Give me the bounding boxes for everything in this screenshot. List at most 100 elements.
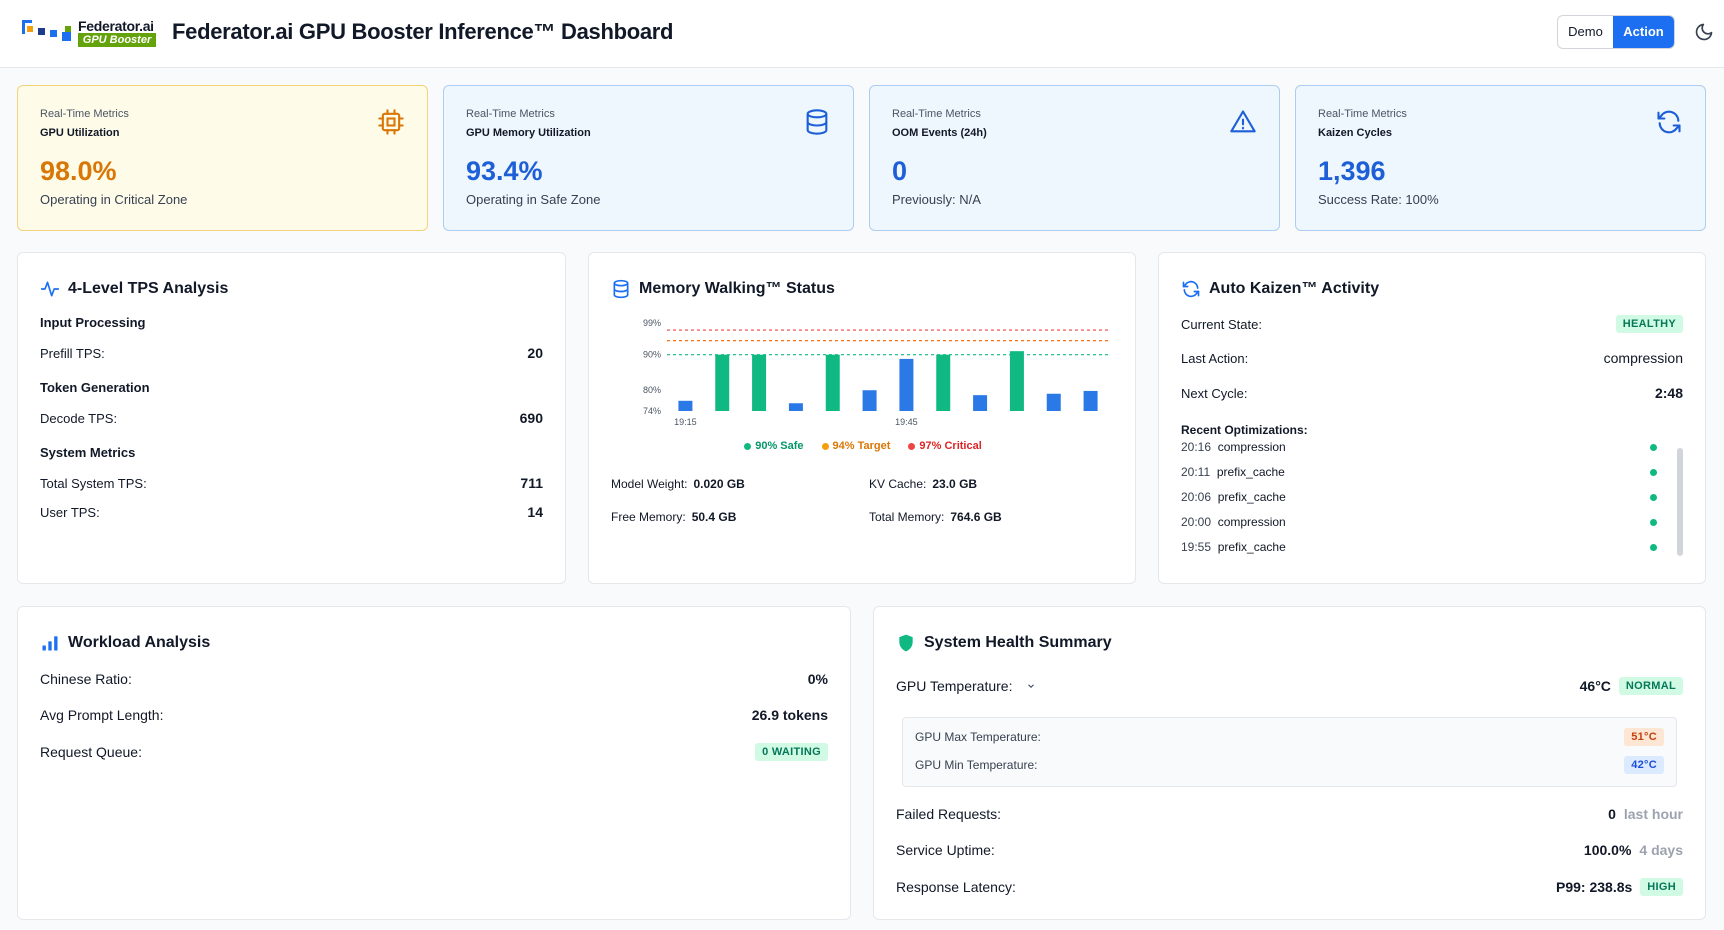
total-memory-label: Total Memory:: [869, 510, 945, 524]
metric-name: Kaizen Cycles: [1318, 127, 1392, 139]
request-queue-row: Request Queue: 0 WAITING: [40, 743, 828, 761]
legend-safe-label: 90% Safe: [755, 440, 804, 452]
demo-mode-button[interactable]: Demo: [1568, 24, 1603, 39]
metric-value: 98.0%: [40, 156, 117, 186]
failed-requests-row: Failed Requests: 0 last hour: [896, 806, 1683, 822]
memory-bar-chart: 99% 90% 80% 74% 19:15 19:45: [643, 318, 1109, 427]
legend-dot: [821, 442, 829, 450]
scrollbar-thumb[interactable]: [1677, 448, 1683, 556]
metric-value: 93.4%: [466, 156, 543, 186]
legend-safe: 90% Safe: [744, 440, 804, 452]
memory-bar[interactable]: [899, 358, 914, 411]
chinese-ratio-value: 0%: [807, 671, 828, 687]
bar-chart-icon: [42, 636, 58, 651]
database-icon: [803, 108, 831, 136]
tps-title: 4-Level TPS Analysis: [68, 280, 229, 297]
temperature-details: GPU Max Temperature: 51°C GPU Min Temper…: [902, 717, 1677, 787]
model-weight-stat: Model Weight: 0.020 GB: [611, 477, 745, 491]
legend-dot: [908, 442, 916, 450]
shield-icon: [899, 634, 913, 652]
metric-name: GPU Utilization: [40, 127, 120, 139]
memory-bar[interactable]: [1046, 393, 1061, 411]
user-tps-label: User TPS:: [40, 504, 100, 520]
tps-analysis-panel: 4-Level TPS Analysis Input Processing Pr…: [17, 252, 566, 584]
opt-time: 20:06: [1181, 490, 1212, 504]
memory-bar[interactable]: [1009, 351, 1024, 411]
current-state-row: Current State: HEALTHY: [1181, 315, 1683, 333]
recent-optimizations-heading: Recent Optimizations:: [1181, 423, 1308, 437]
metric-label: Real-Time Metrics: [40, 108, 129, 120]
temp-label-group: GPU Temperature:: [896, 678, 1036, 694]
y-tick-label: 74%: [643, 406, 661, 416]
gpu-temperature-row[interactable]: GPU Temperature: 46°C NORMAL: [896, 677, 1683, 695]
moon-icon[interactable]: [1694, 22, 1714, 42]
latency-badge: HIGH: [1640, 878, 1683, 896]
list-item: 20:00 compression: [1181, 515, 1657, 529]
user-tps-value: 14: [527, 504, 543, 520]
total-tps-value: 711: [520, 475, 543, 491]
memory-bar[interactable]: [936, 354, 951, 411]
opt-entry: 20:16 compression: [1181, 440, 1286, 454]
memory-bar[interactable]: [715, 354, 730, 411]
prefill-value: 20: [527, 345, 543, 361]
metric-label: Real-Time Metrics: [466, 108, 555, 120]
memory-bar[interactable]: [825, 354, 840, 411]
user-tps-row: User TPS: 14: [40, 504, 543, 520]
prefill-tps-row: Prefill TPS: 20: [40, 345, 543, 361]
chart-legend: 90% Safe 94% Target 97% Critical: [589, 440, 1137, 452]
action-mode-button[interactable]: Action: [1613, 16, 1674, 48]
min-temp-badge: 42°C: [1624, 756, 1664, 774]
system-health-panel: System Health Summary GPU Temperature: 4…: [873, 606, 1706, 920]
max-temp-badge: 51°C: [1624, 728, 1664, 746]
uptime-suffix: 4 days: [1639, 842, 1683, 858]
y-tick-label: 99%: [643, 318, 661, 328]
memory-bar[interactable]: [678, 400, 693, 411]
chevron-down-icon[interactable]: [1026, 681, 1036, 691]
memory-bar[interactable]: [862, 390, 877, 411]
total-tps-row: Total System TPS: 711: [40, 475, 543, 491]
service-uptime-row: Service Uptime: 100.0% 4 days: [896, 842, 1683, 858]
status-dot: [1650, 493, 1657, 501]
decode-value: 690: [519, 410, 543, 426]
queue-badge: 0 WAITING: [755, 743, 828, 761]
last-action-value: compression: [1603, 350, 1683, 366]
memory-bar[interactable]: [752, 354, 767, 411]
panel-title: Workload Analysis: [40, 633, 210, 653]
y-tick-label: 80%: [643, 385, 661, 395]
database-icon: [613, 279, 629, 299]
mode-toggle: Demo Action: [1557, 15, 1675, 49]
memory-bar[interactable]: [1083, 390, 1098, 411]
prompt-length-value: 26.9 tokens: [751, 707, 828, 723]
memory-title: Memory Walking™ Status: [639, 280, 835, 297]
total-memory-stat: Total Memory: 764.6 GB: [869, 510, 1002, 524]
decode-tps-row: Decode TPS: 690: [40, 410, 543, 426]
temp-label: GPU Temperature:: [896, 678, 1013, 694]
list-item: 19:55 prefix_cache: [1181, 540, 1657, 554]
max-temp-row: GPU Max Temperature: 51°C: [915, 728, 1664, 746]
memory-bar[interactable]: [973, 395, 988, 411]
opt-time: 19:55: [1181, 540, 1212, 554]
kaizen-cycles-card: Real-Time Metrics Kaizen Cycles 1,396 Su…: [1295, 85, 1706, 231]
federator-logo[interactable]: Federator.ai GPU Booster: [22, 18, 156, 48]
oom-events-card: Real-Time Metrics OOM Events (24h) 0 Pre…: [869, 85, 1280, 231]
panel-title: 4-Level TPS Analysis: [40, 279, 228, 299]
status-dot: [1650, 543, 1657, 551]
memory-bar[interactable]: [788, 403, 803, 411]
legend-target-label: 94% Target: [832, 440, 891, 452]
optimizations-list[interactable]: 20:16 compression 20:11 prefix_cache 20:…: [1181, 440, 1683, 568]
model-weight-value: 0.020 GB: [693, 477, 745, 491]
opt-action: prefix_cache: [1216, 465, 1285, 479]
prompt-length-row: Avg Prompt Length: 26.9 tokens: [40, 707, 828, 723]
health-title: System Health Summary: [924, 634, 1112, 651]
latency-label: Response Latency:: [896, 879, 1016, 895]
min-temp-row: GPU Min Temperature: 42°C: [915, 756, 1664, 774]
activity-icon: [40, 281, 60, 297]
uptime-value-group: 100.0% 4 days: [1584, 842, 1683, 858]
memory-walking-panel: Memory Walking™ Status 99% 90% 80% 74% 19:15…: [588, 252, 1136, 584]
kv-cache-label: KV Cache:: [869, 477, 927, 491]
status-dot: [1650, 518, 1657, 526]
metric-status: Previously: N/A: [892, 192, 981, 207]
metric-name: GPU Memory Utilization: [466, 127, 591, 139]
token-generation-heading: Token Generation: [40, 380, 150, 395]
metric-name: OOM Events (24h): [892, 127, 987, 139]
